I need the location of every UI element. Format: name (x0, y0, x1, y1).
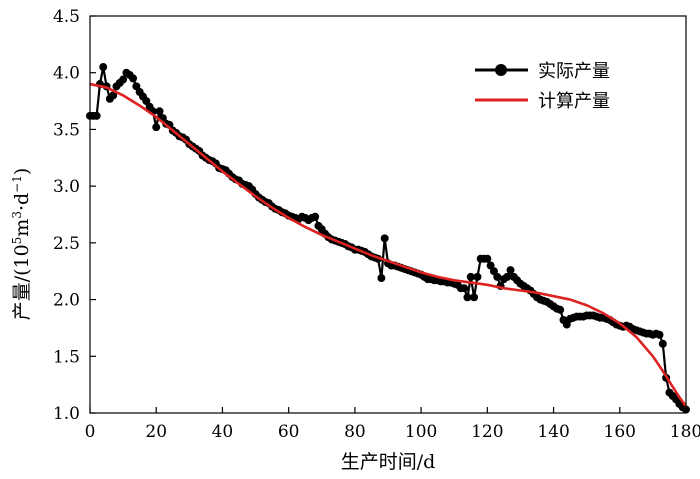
data-point-actual (311, 212, 320, 221)
y-tick-label: 3.0 (53, 177, 80, 197)
legend-actual-label: 实际产量 (538, 61, 610, 82)
data-point-actual (470, 293, 479, 302)
plot-layer (86, 63, 690, 414)
y-tick-label: 1.0 (53, 404, 80, 424)
data-point-actual (377, 274, 386, 283)
y-tick-label: 4.5 (53, 7, 80, 27)
y-axis-title-prefix: 产量/(10 (11, 244, 33, 320)
y-axis-title-exp1: 5 (10, 237, 24, 245)
x-tick-label: 160 (604, 422, 636, 442)
x-tick-label: 120 (471, 422, 503, 442)
y-tick-label: 1.5 (53, 347, 80, 367)
y-tick-label: 2.5 (53, 234, 80, 254)
x-tick-label: 20 (145, 422, 167, 442)
axes-layer: 0 20 40 60 80 100 120 140 160 180 1.0 1.5 2.0 2.5 3.0 3… (53, 7, 700, 442)
data-point-actual (119, 75, 128, 84)
y-tick-label: 3.5 (53, 120, 80, 140)
plot-frame (89, 15, 687, 414)
y-axis-title-mid: m (11, 219, 33, 237)
x-tick-label: 140 (537, 422, 569, 442)
data-point-actual (655, 330, 664, 339)
x-tick-label: 80 (344, 422, 366, 442)
data-point-actual (380, 234, 389, 243)
data-point-actual (92, 111, 101, 120)
data-point-actual (129, 74, 138, 83)
data-point-actual (463, 293, 472, 302)
x-axis-title: 生产时间/d (341, 451, 436, 473)
y-tick-label: 4.0 (53, 64, 80, 84)
x-tick-label: 40 (212, 422, 234, 442)
series-line-computed (89, 82, 688, 407)
x-tick-label: 100 (405, 422, 437, 442)
data-point-actual (152, 123, 161, 132)
y-axis-title: 产量/(105m3·d−1) (10, 168, 33, 321)
data-point-actual (658, 339, 667, 348)
data-point-actual (473, 272, 482, 281)
data-point-actual (155, 107, 164, 116)
data-point-actual (460, 284, 469, 293)
data-point-actual (109, 91, 118, 100)
x-tick-label: 60 (278, 422, 300, 442)
y-axis-title-suffix: ) (11, 168, 33, 175)
legend-actual-marker (495, 64, 507, 76)
y-axis-title-exp3: −1 (10, 175, 24, 193)
data-point-actual (483, 254, 492, 263)
x-tick-label: 180 (670, 422, 700, 442)
legend-computed-label: 计算产量 (538, 91, 610, 112)
data-point-actual (99, 63, 108, 72)
y-axis-title-exp2: 3 (10, 211, 24, 219)
x-tick-label: 0 (85, 422, 96, 442)
data-point-actual (493, 272, 502, 281)
data-point-actual (506, 266, 515, 275)
data-point-actual (466, 272, 475, 281)
legend: 实际产量 计算产量 (475, 61, 610, 112)
y-tick-label: 2.0 (53, 291, 80, 311)
data-point-actual (503, 272, 512, 281)
data-point-actual (556, 305, 565, 314)
y-axis-title-dot: ·d (11, 193, 33, 211)
